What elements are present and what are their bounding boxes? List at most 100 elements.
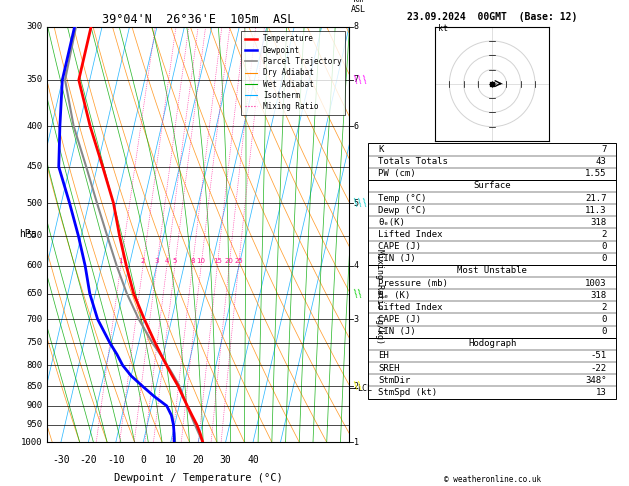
Text: 30: 30 [220, 455, 231, 465]
Text: 25: 25 [234, 258, 243, 264]
Text: -51: -51 [591, 351, 606, 361]
Text: 8: 8 [353, 22, 359, 31]
Text: 4: 4 [353, 261, 359, 270]
Text: K: K [378, 145, 383, 154]
Text: Most Unstable: Most Unstable [457, 266, 527, 276]
Text: 350: 350 [26, 75, 43, 85]
Text: /: / [361, 198, 369, 208]
Text: /: / [361, 75, 369, 85]
Text: SREH: SREH [378, 364, 399, 373]
Text: 20: 20 [192, 455, 204, 465]
Text: CIN (J): CIN (J) [378, 327, 416, 336]
Text: 1003: 1003 [585, 278, 606, 288]
Text: 2: 2 [601, 230, 606, 239]
Text: Pressure (mb): Pressure (mb) [378, 278, 448, 288]
Text: 43: 43 [596, 157, 606, 166]
Text: /: / [352, 288, 360, 299]
Text: 300: 300 [26, 22, 43, 31]
Text: 450: 450 [26, 162, 43, 171]
Text: 0: 0 [601, 242, 606, 251]
Text: Lifted Index: Lifted Index [378, 230, 442, 239]
Text: 650: 650 [26, 289, 43, 298]
Text: /: / [357, 381, 364, 391]
Text: 2: 2 [141, 258, 145, 264]
Text: hPa: hPa [19, 229, 36, 240]
Text: 2: 2 [601, 303, 606, 312]
Text: 0: 0 [601, 315, 606, 324]
Text: Lifted Index: Lifted Index [378, 303, 442, 312]
Text: © weatheronline.co.uk: © weatheronline.co.uk [443, 474, 541, 484]
Text: 7: 7 [353, 75, 359, 85]
Title: 39°04'N  26°36'E  105m  ASL: 39°04'N 26°36'E 105m ASL [102, 13, 294, 26]
Text: 750: 750 [26, 338, 43, 347]
Text: Totals Totals: Totals Totals [378, 157, 448, 166]
Text: 318: 318 [591, 218, 606, 227]
Text: 11.3: 11.3 [585, 206, 606, 215]
Text: 15: 15 [213, 258, 221, 264]
Text: /: / [357, 288, 364, 299]
Text: 6: 6 [353, 122, 359, 131]
Text: 348°: 348° [585, 376, 606, 385]
Text: /: / [352, 75, 360, 85]
Text: 850: 850 [26, 382, 43, 391]
Text: 23.09.2024  00GMT  (Base: 12): 23.09.2024 00GMT (Base: 12) [407, 12, 577, 22]
Text: 0: 0 [140, 455, 146, 465]
Text: 950: 950 [26, 420, 43, 429]
Text: CIN (J): CIN (J) [378, 254, 416, 263]
Text: Surface: Surface [474, 181, 511, 191]
Text: θₑ(K): θₑ(K) [378, 218, 405, 227]
Text: km
ASL: km ASL [350, 0, 365, 14]
Text: /: / [357, 198, 364, 208]
Text: 1: 1 [353, 438, 359, 447]
Text: 900: 900 [26, 401, 43, 410]
Text: Mixing Ratio (g/kg): Mixing Ratio (g/kg) [375, 249, 384, 344]
Text: θₑ (K): θₑ (K) [378, 291, 410, 300]
Text: StmSpd (kt): StmSpd (kt) [378, 388, 437, 397]
Text: 5: 5 [353, 199, 359, 208]
Text: 1000: 1000 [21, 438, 43, 447]
Text: 7: 7 [601, 145, 606, 154]
Text: -30: -30 [52, 455, 70, 465]
Text: /: / [352, 198, 360, 208]
Text: 40: 40 [247, 455, 259, 465]
Text: 3: 3 [353, 314, 359, 324]
Text: kt: kt [438, 24, 448, 33]
Text: 600: 600 [26, 261, 43, 270]
Text: 5: 5 [173, 258, 177, 264]
Text: 500: 500 [26, 199, 43, 208]
Text: 318: 318 [591, 291, 606, 300]
Text: 13: 13 [596, 388, 606, 397]
Text: 0: 0 [601, 254, 606, 263]
Text: 2: 2 [353, 382, 359, 391]
Text: Dewp (°C): Dewp (°C) [378, 206, 426, 215]
Text: 3: 3 [155, 258, 159, 264]
Text: CAPE (J): CAPE (J) [378, 315, 421, 324]
Text: LCL: LCL [357, 383, 372, 393]
Text: 20: 20 [225, 258, 233, 264]
Text: 8: 8 [190, 258, 195, 264]
Legend: Temperature, Dewpoint, Parcel Trajectory, Dry Adiabat, Wet Adiabat, Isotherm, Mi: Temperature, Dewpoint, Parcel Trajectory… [242, 31, 345, 115]
Text: 21.7: 21.7 [585, 193, 606, 203]
Text: PW (cm): PW (cm) [378, 169, 416, 178]
Text: -20: -20 [79, 455, 97, 465]
Text: -10: -10 [107, 455, 125, 465]
Text: 700: 700 [26, 314, 43, 324]
Text: 1: 1 [118, 258, 123, 264]
Text: CAPE (J): CAPE (J) [378, 242, 421, 251]
Text: 1.55: 1.55 [585, 169, 606, 178]
Text: 550: 550 [26, 231, 43, 241]
Text: Hodograph: Hodograph [468, 339, 516, 348]
Text: 10: 10 [197, 258, 206, 264]
Text: 0: 0 [601, 327, 606, 336]
Text: Temp (°C): Temp (°C) [378, 193, 426, 203]
Text: 4: 4 [165, 258, 169, 264]
Text: /: / [352, 381, 360, 391]
Text: 400: 400 [26, 122, 43, 131]
Text: -22: -22 [591, 364, 606, 373]
Text: StmDir: StmDir [378, 376, 410, 385]
Text: /: / [357, 75, 364, 85]
Text: 800: 800 [26, 361, 43, 370]
Text: Dewpoint / Temperature (°C): Dewpoint / Temperature (°C) [114, 473, 282, 484]
Text: EH: EH [378, 351, 389, 361]
Text: 10: 10 [165, 455, 177, 465]
